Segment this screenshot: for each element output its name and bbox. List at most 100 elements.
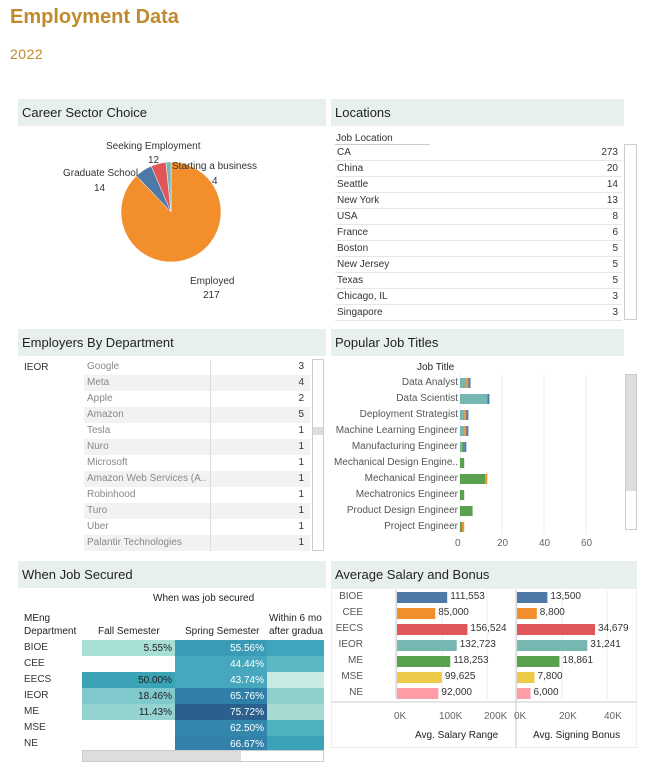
- employer-row[interactable]: Google 3: [84, 359, 310, 375]
- bonus-bar[interactable]: [517, 672, 535, 683]
- location-row[interactable]: Texas 5: [335, 273, 622, 289]
- employer-count: 1: [298, 505, 304, 516]
- job-bar-segment[interactable]: [460, 458, 465, 468]
- job-bar-segment[interactable]: [460, 490, 465, 500]
- location-row[interactable]: USA 8: [335, 209, 622, 225]
- salary-bar[interactable]: [397, 640, 457, 651]
- job-bar-segment[interactable]: [487, 394, 490, 404]
- employer-row[interactable]: Palantir Technologies 1: [84, 535, 310, 551]
- bonus-bar[interactable]: [517, 688, 531, 699]
- secured-spring-cell[interactable]: 75.72%: [175, 704, 267, 720]
- location-row[interactable]: New Jersey 5: [335, 257, 622, 273]
- secured-hscrollbar-thumb[interactable]: [83, 751, 241, 761]
- location-count: 5: [612, 243, 618, 254]
- salary-bar[interactable]: [397, 608, 436, 619]
- salary-bar[interactable]: [397, 688, 439, 699]
- job-bar-segment[interactable]: [485, 474, 488, 484]
- employer-row[interactable]: Robinhood 1: [84, 487, 310, 503]
- job-bar-segment[interactable]: [460, 522, 463, 532]
- employer-count: 1: [298, 457, 304, 468]
- job-bar-segment[interactable]: [466, 378, 469, 388]
- job-bar-segment[interactable]: [464, 442, 467, 452]
- job-bar-segment[interactable]: [468, 378, 471, 388]
- location-row[interactable]: New York 13: [335, 193, 622, 209]
- secured-within-cell[interactable]: [267, 640, 324, 656]
- employers-scrollbar[interactable]: [312, 359, 324, 551]
- employer-row[interactable]: Amazon 5: [84, 407, 310, 423]
- job-title-label: Mechatronics Engineer: [355, 489, 458, 500]
- secured-within-cell[interactable]: [267, 736, 324, 752]
- location-row[interactable]: France 6: [335, 225, 622, 241]
- location-row[interactable]: Singapore 3: [335, 305, 622, 321]
- job-bar-segment[interactable]: [464, 426, 467, 436]
- employer-row[interactable]: Microsoft 1: [84, 455, 310, 471]
- secured-dept-label: CEE: [24, 658, 45, 669]
- job-bar-segment[interactable]: [464, 410, 467, 420]
- secured-spring-cell[interactable]: 62.50%: [175, 720, 267, 736]
- secured-spring-cell[interactable]: 65.76%: [175, 688, 267, 704]
- employer-row[interactable]: Apple 2: [84, 391, 310, 407]
- secured-fall-cell[interactable]: 11.43%: [82, 704, 175, 720]
- salary-value-label: 111,553: [450, 591, 485, 602]
- bonus-bar[interactable]: [517, 640, 588, 651]
- job-bar-segment[interactable]: [460, 378, 467, 388]
- job-bar-segment[interactable]: [460, 506, 473, 516]
- job-bar-segment[interactable]: [466, 426, 469, 436]
- location-row[interactable]: Chicago, IL 3: [335, 289, 622, 305]
- secured-fall-cell[interactable]: 18.46%: [82, 688, 175, 704]
- secured-spring-cell[interactable]: 44.44%: [175, 656, 267, 672]
- secured-spring-cell[interactable]: 43.74%: [175, 672, 267, 688]
- secured-within-cell[interactable]: [267, 720, 324, 736]
- job-bar-segment[interactable]: [460, 410, 465, 420]
- job-bar-segment[interactable]: [460, 474, 486, 484]
- bonus-bar[interactable]: [517, 656, 560, 667]
- job-bar-segment[interactable]: [460, 394, 488, 404]
- secured-within-cell[interactable]: [267, 656, 324, 672]
- salary-bar[interactable]: [397, 592, 448, 603]
- employer-row[interactable]: Tesla 1: [84, 423, 310, 439]
- employer-row[interactable]: Nuro 1: [84, 439, 310, 455]
- location-count: 5: [612, 259, 618, 270]
- location-count: 273: [601, 147, 618, 158]
- bonus-bar[interactable]: [517, 608, 537, 619]
- secured-fall-cell[interactable]: 50.00%: [82, 672, 175, 688]
- secured-dept-label: EECS: [24, 674, 52, 685]
- salary-bar[interactable]: [397, 624, 468, 635]
- pie-slice-starting-a-business[interactable]: [165, 161, 172, 213]
- secured-within-cell[interactable]: [267, 672, 324, 688]
- secured-row-header-1: MEng: [24, 613, 51, 624]
- employer-count: 2: [298, 393, 304, 404]
- employers-scrollbar-thumb[interactable]: [313, 427, 323, 435]
- salary-bar[interactable]: [397, 656, 451, 667]
- job-bar-segment[interactable]: [460, 442, 463, 452]
- job-title-label: Mechanical Engineer: [364, 473, 458, 484]
- salary-dept-label: NE: [349, 687, 363, 698]
- secured-spring-cell[interactable]: 55.56%: [175, 640, 267, 656]
- secured-fall-cell[interactable]: 5.55%: [82, 640, 175, 656]
- jobs-scrollbar-thumb[interactable]: [626, 375, 636, 491]
- secured-spring-cell[interactable]: 66.67%: [175, 736, 267, 752]
- employer-row[interactable]: Meta 4: [84, 375, 310, 391]
- bonus-bar[interactable]: [517, 592, 548, 603]
- secured-panel-title: When Job Secured: [18, 561, 326, 588]
- bonus-bar[interactable]: [517, 624, 596, 635]
- job-bar-segment[interactable]: [462, 522, 465, 532]
- location-row[interactable]: Seattle 14: [335, 177, 622, 193]
- employer-row[interactable]: Turo 1: [84, 503, 310, 519]
- employer-row[interactable]: Uber 1: [84, 519, 310, 535]
- pie-value-startup: 4: [212, 176, 218, 187]
- job-bar-segment[interactable]: [462, 442, 465, 452]
- employer-name: Robinhood: [87, 489, 136, 500]
- job-title-label: Machine Learning Engineer: [335, 425, 458, 436]
- location-row[interactable]: Boston 5: [335, 241, 622, 257]
- employer-row[interactable]: Amazon Web Services (A.. 1: [84, 471, 310, 487]
- job-bar-segment[interactable]: [460, 426, 465, 436]
- location-name: Texas: [337, 275, 364, 286]
- locations-scrollbar[interactable]: [624, 144, 637, 320]
- location-row[interactable]: CA 273: [335, 145, 622, 161]
- secured-within-cell[interactable]: [267, 704, 324, 720]
- secured-within-cell[interactable]: [267, 688, 324, 704]
- location-row[interactable]: China 20: [335, 161, 622, 177]
- job-bar-segment[interactable]: [466, 410, 469, 420]
- salary-bar[interactable]: [397, 672, 442, 683]
